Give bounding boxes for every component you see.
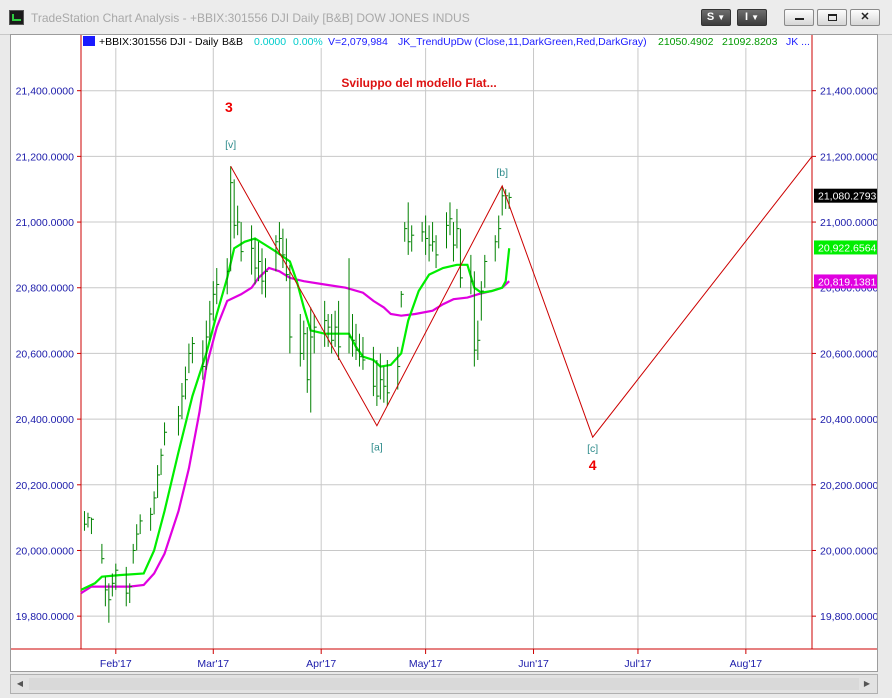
close-icon: ✕ (860, 11, 870, 23)
wave-degree-label: 3 (225, 99, 233, 115)
ma-fast-line (80, 237, 511, 591)
x-tick-label: Apr'17 (306, 658, 336, 670)
window-title: TradeStation Chart Analysis - +BBIX:3015… (31, 11, 470, 25)
y-tick-label-right: 20,600.0000 (820, 348, 877, 360)
y-tick-label-right: 21,200.0000 (820, 151, 877, 163)
symbol-link-caret-icon: ▼ (717, 13, 726, 22)
legend-ind-value-2: 21092.8203 (722, 36, 778, 48)
wave-label: [c] (587, 443, 598, 455)
legend-ind-more: JK ... (786, 36, 810, 48)
symbol-link-button[interactable]: S ▼ (701, 9, 731, 26)
horizontal-scrollbar-panel: ◀ ▶ (10, 674, 878, 694)
price-tag-black (814, 188, 877, 203)
y-tick-label-left: 19,800.0000 (16, 611, 75, 623)
minimize-icon (794, 18, 804, 21)
legend-change: 0.0000 (254, 36, 286, 48)
price-tag-label: 20,819.1381 (818, 276, 877, 288)
tradestation-app-icon (9, 10, 24, 25)
indicator-link-button[interactable]: I ▼ (737, 9, 767, 26)
legend-indicator: JK_TrendUpDw (Close,11,DarkGreen,Red,Dar… (398, 36, 647, 48)
y-tick-label-left: 20,000.0000 (16, 545, 75, 557)
price-chart[interactable]: 19,800.0000 19,800.0000 20,000.0000 20,000.… (11, 35, 877, 671)
y-tick-label-right: 20,400.0000 (820, 414, 877, 426)
x-tick-label: May'17 (409, 658, 443, 670)
price-tag-label: 21,080.2793 (818, 191, 877, 203)
legend-change-pct: 0.00% (293, 36, 323, 48)
wave-label: [a] (371, 441, 383, 453)
x-tick-label: Mar'17 (197, 658, 229, 670)
price-tag-label: 20,922.6564 (818, 242, 877, 254)
x-tick-label: Aug'17 (730, 658, 763, 670)
wave-label: [v] (225, 139, 236, 151)
elliott-zigzag-line (230, 156, 813, 439)
y-tick-label-left: 20,600.0000 (16, 348, 75, 360)
minimize-button[interactable] (784, 9, 814, 26)
window-titlebar: TradeStation Chart Analysis - +BBIX:3015… (0, 0, 892, 35)
chart-window[interactable]: 19,800.0000 19,800.0000 20,000.0000 20,000.… (10, 34, 878, 672)
price-tag-green (814, 240, 877, 255)
y-tick-label-right: 19,800.0000 (820, 611, 877, 623)
x-tick-label: Feb'17 (100, 658, 132, 670)
horizontal-scrollbar[interactable] (29, 678, 859, 690)
scroll-right-icon[interactable]: ▶ (863, 679, 871, 688)
y-tick-label-left: 20,400.0000 (16, 414, 75, 426)
chart-title: Sviluppo del modello Flat... (341, 76, 496, 90)
y-tick-label-right: 21,000.0000 (820, 217, 877, 229)
legend-ind-value-1: 21050.4902 (658, 36, 714, 48)
y-tick-label-right: 20,000.0000 (820, 545, 877, 557)
price-tag-magenta (814, 274, 877, 289)
symbol-link-label: S (706, 11, 715, 23)
wave-label: [b] (496, 167, 508, 179)
close-button[interactable]: ✕ (850, 9, 880, 26)
ma-slow-line (80, 266, 510, 595)
y-tick-label-left: 20,800.0000 (16, 283, 75, 295)
wave-degree-label: 4 (589, 457, 597, 473)
y-tick-label-left: 21,000.0000 (16, 217, 75, 229)
x-tick-label: Jun'17 (518, 658, 549, 670)
y-tick-label-left: 21,400.0000 (16, 86, 75, 98)
y-tick-label-right: 20,200.0000 (820, 480, 877, 492)
y-tick-label-left: 20,200.0000 (16, 480, 75, 492)
restore-icon (827, 13, 837, 21)
legend-tag: B&B (222, 36, 243, 48)
x-tick-label: Jul'17 (624, 658, 651, 670)
scroll-left-icon[interactable]: ◀ (16, 679, 24, 688)
indicator-link-label: I (745, 11, 749, 23)
indicator-link-caret-icon: ▼ (751, 13, 759, 22)
legend-symbol-icon (83, 36, 95, 46)
y-tick-label-left: 21,200.0000 (16, 151, 75, 163)
legend-symbol: +BBIX:301556 DJI - Daily (99, 36, 219, 48)
y-tick-label-right: 21,400.0000 (820, 86, 877, 98)
legend-volume: V=2,079,984 (328, 36, 388, 48)
restore-button[interactable] (817, 9, 847, 26)
